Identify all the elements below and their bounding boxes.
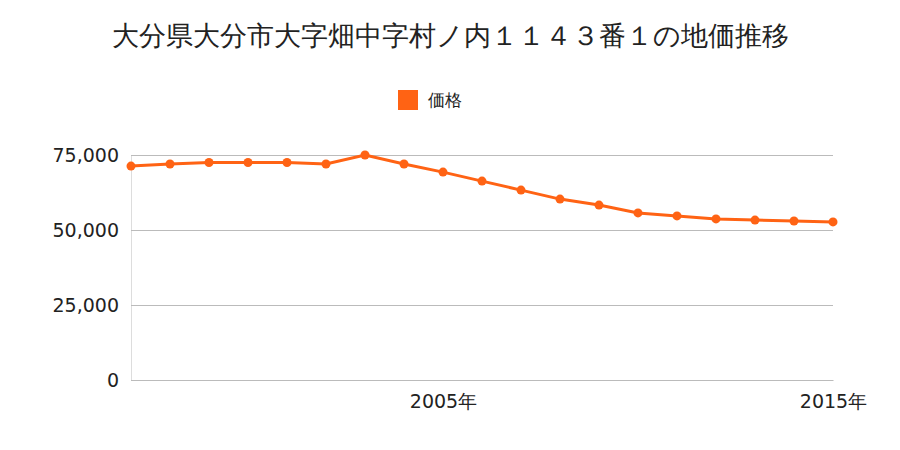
grid-line [131,155,833,156]
point [829,217,838,226]
legend: 価格 [398,90,462,110]
grid-line [131,230,833,231]
point [205,158,214,167]
y-tick-label: 0 [107,369,119,391]
chart: 大分県大分市大字畑中字村ノ内１１４３番１の地価推移価格 0 25,000 50,000… [0,0,900,450]
point [790,217,799,226]
y-axis-line [131,156,132,381]
point [712,214,721,223]
point [517,186,526,195]
title: 大分県大分市大字畑中字村ノ内１１４３番１の地価推移 [112,20,789,51]
x-tick: 2005年 [410,380,477,412]
plot-area [127,151,838,227]
point [127,162,136,171]
legend-label: 価格 [428,90,462,110]
y-tick-label: 25,000 [53,294,119,316]
point [634,208,643,217]
point [595,201,604,210]
point [478,177,487,186]
y-tick-label: 50,000 [53,219,119,241]
point [439,168,448,177]
x-tick: 2015年 [800,380,867,412]
point [166,160,175,169]
point [244,158,253,167]
x-axis: 2005年 2015年 [132,380,868,412]
y-tick: 0 [107,369,833,391]
point [400,160,409,169]
point [556,195,565,204]
x-tick-label: 2015年 [800,390,867,412]
point [361,151,370,160]
point [673,211,682,220]
point [322,160,331,169]
grid-line [131,380,833,381]
x-tick-label: 2005年 [410,390,477,412]
point [751,216,760,225]
y-tick-label: 75,000 [53,144,119,166]
grid-line [131,305,833,306]
y-axis: 0 25,000 50,000 75,000 [53,144,833,391]
y-tick: 25,000 [53,294,833,316]
legend-swatch [398,90,418,110]
x-axis-line [132,380,834,381]
series-line [131,155,833,222]
point [283,158,292,167]
